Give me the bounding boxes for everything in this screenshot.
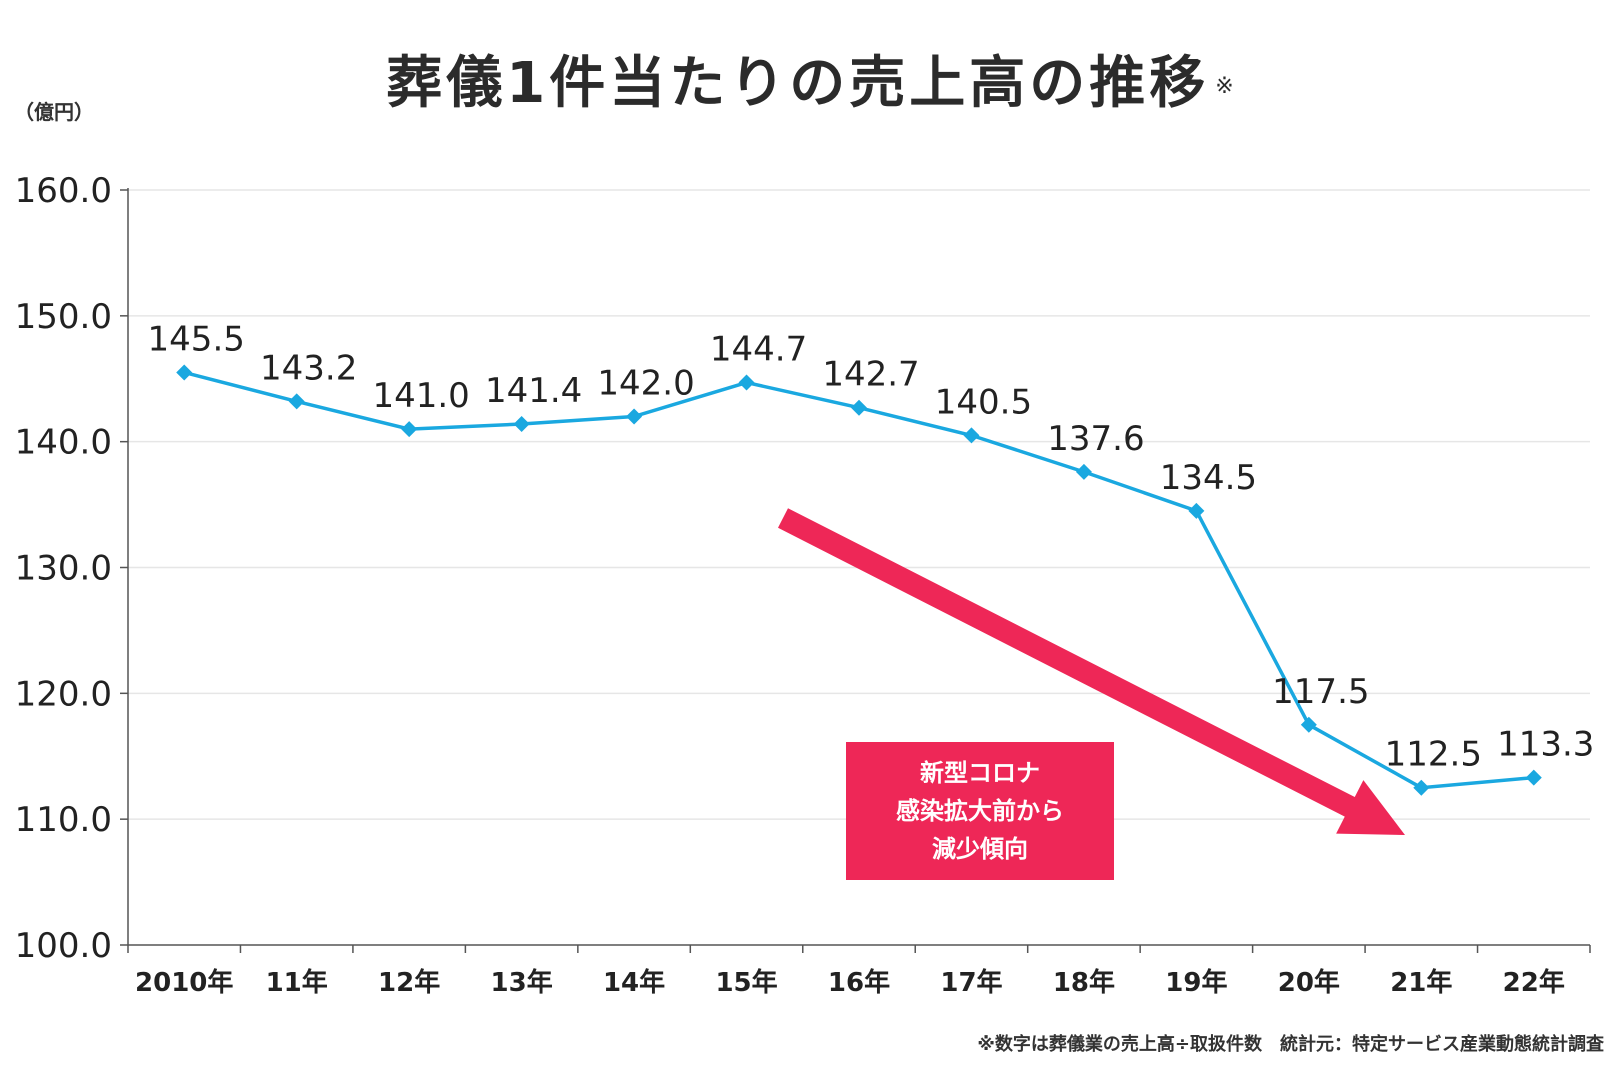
chart-title: 葬儀1件当たりの売上高の推移 ※ bbox=[0, 38, 1620, 119]
footnote: ※数字は葬儀業の売上高÷取扱件数 統計元：特定サービス産業動態統計調査 bbox=[977, 1034, 1604, 1055]
data-label: 140.5 bbox=[935, 382, 1032, 422]
data-label: 142.0 bbox=[597, 364, 694, 404]
y-tick-label: 140.0 bbox=[15, 423, 112, 463]
x-tick-label: 20年 bbox=[1278, 967, 1340, 998]
data-point bbox=[401, 421, 418, 438]
data-point bbox=[1413, 779, 1430, 796]
chart-title-text: 葬儀1件当たりの売上高の推移 bbox=[386, 51, 1210, 116]
data-point bbox=[176, 364, 193, 381]
data-point bbox=[513, 416, 530, 433]
y-tick-label: 110.0 bbox=[15, 800, 112, 840]
y-tick-label: 130.0 bbox=[15, 549, 112, 589]
trend-arrow bbox=[778, 508, 1405, 835]
data-point bbox=[1075, 463, 1092, 480]
data-point bbox=[1300, 716, 1317, 733]
y-axis-unit: （億円） bbox=[14, 100, 94, 124]
x-tick-label: 12年 bbox=[378, 967, 440, 998]
x-tick-label: 19年 bbox=[1165, 967, 1227, 998]
data-point bbox=[963, 427, 980, 444]
data-point bbox=[626, 408, 643, 425]
y-tick-label: 120.0 bbox=[15, 674, 112, 714]
x-tick-label: 2010年 bbox=[135, 967, 233, 998]
x-tick-label: 16年 bbox=[828, 967, 890, 998]
x-tick-label: 14年 bbox=[603, 967, 665, 998]
data-point bbox=[851, 399, 867, 416]
x-tick-label: 17年 bbox=[940, 967, 1002, 998]
data-label: 142.7 bbox=[822, 355, 919, 395]
data-label: 143.2 bbox=[260, 348, 357, 388]
data-label: 137.6 bbox=[1047, 419, 1144, 459]
annotation-box: 新型コロナ 感染拡大前から 減少傾向 bbox=[846, 742, 1114, 880]
data-label: 145.5 bbox=[148, 319, 245, 359]
data-label: 141.4 bbox=[485, 371, 582, 411]
data-point bbox=[1525, 769, 1542, 786]
y-tick-label: 160.0 bbox=[15, 171, 112, 211]
data-label: 144.7 bbox=[710, 330, 807, 370]
y-tick-label: 100.0 bbox=[15, 926, 112, 966]
annotation-line-1: 新型コロナ bbox=[920, 759, 1040, 787]
x-tick-label: 21年 bbox=[1390, 967, 1452, 998]
data-label: 141.0 bbox=[372, 376, 469, 416]
annotation-line-2: 感染拡大前から bbox=[896, 797, 1064, 825]
x-tick-label: 15年 bbox=[715, 967, 777, 998]
data-point bbox=[1188, 502, 1205, 519]
x-tick-label: 11年 bbox=[266, 967, 328, 998]
data-label: 113.3 bbox=[1497, 725, 1594, 765]
data-point bbox=[738, 374, 755, 391]
annotation-line-3: 減少傾向 bbox=[932, 835, 1028, 863]
data-label: 134.5 bbox=[1160, 458, 1257, 498]
series-line bbox=[183, 370, 1534, 790]
data-label: 117.5 bbox=[1272, 672, 1369, 712]
x-tick-label: 13年 bbox=[491, 967, 553, 998]
x-tick-label: 18年 bbox=[1053, 967, 1115, 998]
y-tick-label: 150.0 bbox=[15, 297, 112, 337]
title-note-mark: ※ bbox=[1215, 74, 1234, 100]
x-tick-label: 22年 bbox=[1503, 967, 1565, 998]
data-point bbox=[288, 393, 305, 410]
data-label: 112.5 bbox=[1385, 735, 1482, 775]
